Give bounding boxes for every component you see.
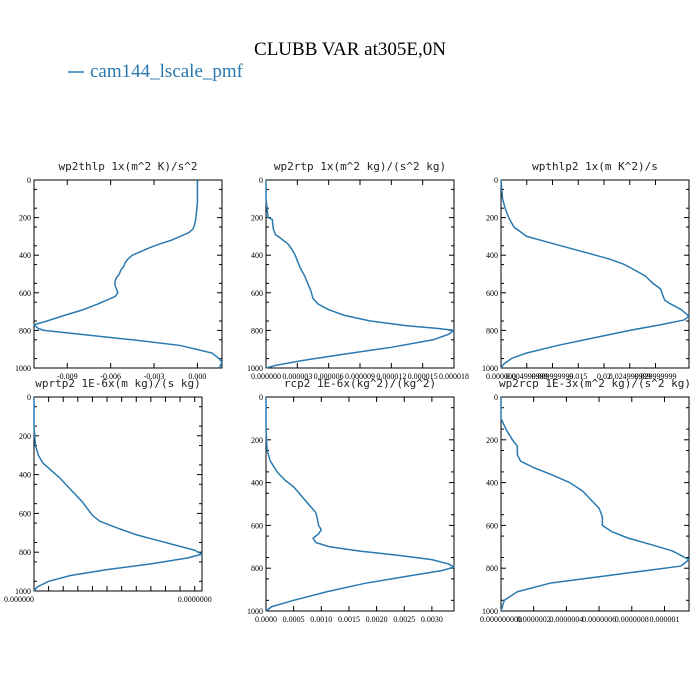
- panel-1-xtick-label: -0.009: [57, 372, 78, 381]
- panel-5-xtick-label: 0.0020: [366, 615, 388, 624]
- panel-3-ytick-label: 800: [486, 326, 498, 335]
- panel-6-xtick-label: 0.0000008: [615, 615, 649, 624]
- panel-2-ytick-label: 1000: [247, 364, 263, 373]
- panel-2-series-line: [265, 180, 455, 369]
- panel-3-ytick-label: 1000: [482, 364, 498, 373]
- panel-4-ytick-label: 0: [27, 393, 31, 402]
- panel-5-xtick-label: 0.0010: [310, 615, 332, 624]
- panel-1-ytick-label: 800: [19, 326, 31, 335]
- panel-1-xtick-label: 0.000: [188, 372, 206, 381]
- panel-2-title: wp2rtp 1x(m^2 kg)/(s^2 kg): [274, 160, 446, 173]
- panel-3-xtick-label: 0.009999999: [532, 372, 574, 381]
- panel-4-title: wprtp2 1E-6x(m kg)/(s kg): [35, 377, 201, 390]
- panel-4-ytick-label: 1000: [15, 587, 31, 596]
- panel-4-series-line: [33, 397, 203, 592]
- panel-3-frame: [500, 179, 690, 369]
- panel-1-frame: [33, 179, 223, 369]
- panel-2-xtick-label: 0.000009: [345, 372, 375, 381]
- panel-3-ytick-label: 400: [486, 251, 498, 260]
- panel-5-ytick-label: 400: [251, 479, 263, 488]
- panel-2-xtick-label: 0.000006: [314, 372, 344, 381]
- panel-5: rcp2 1E-6x(kg^2)/(kg^2) 0 200 400 600 800 1000…: [247, 377, 455, 624]
- panel-3-title: wpthlp2 1x(m K^2)/s: [532, 160, 658, 173]
- panel-2-ytick-label: 600: [251, 289, 263, 298]
- panel-6-ytick-label: 600: [486, 521, 498, 530]
- panel-5-ytick-label: 200: [251, 436, 263, 445]
- panel-6-ytick-label: 1000: [482, 607, 498, 616]
- panel-1-xtick-label: -0.006: [100, 372, 121, 381]
- panel-3-xtick-label: 0.000000: [486, 372, 516, 381]
- figure-title: CLUBB VAR at305E,0N: [254, 39, 446, 60]
- panel-2-xtick-label: 0.000012: [376, 372, 406, 381]
- panel-3-xtick-label: 0.024999999: [609, 372, 651, 381]
- panel-1-series-line: [33, 180, 223, 369]
- panel-3-xtick-label: 0.004999999: [506, 372, 548, 381]
- panel-2-xtick-label: 0.000003: [282, 372, 312, 381]
- panel-2-xtick-label: 0.000000: [251, 372, 281, 381]
- panel-1-ytick-label: 200: [19, 214, 31, 223]
- panel-6-ytick-label: 200: [486, 436, 498, 445]
- panel-5-xtick-label: 0.0000: [255, 615, 277, 624]
- panel-3-ytick-label: 600: [486, 289, 498, 298]
- panel-6-xtick-label: 0.0000006: [582, 615, 616, 624]
- panel-2: wp2rtp 1x(m^2 kg)/(s^2 kg) 0 200 400 600 800 1…: [247, 160, 469, 381]
- panel-5-ytick-label: 1000: [247, 607, 263, 616]
- panel-1: wp2thlp 1x(m^2 K)/s^2 0 200 400 600 800 1000 -0…: [15, 160, 223, 381]
- panel-3-ytick-label: 200: [486, 214, 498, 223]
- panel-1-xtick-label: -0.003: [144, 372, 165, 381]
- panel-6-xtick-label: 0.000001: [649, 615, 679, 624]
- panel-4-xtick-label: 0.000000: [4, 595, 34, 604]
- panel-1-ytick-label: 1000: [15, 364, 31, 373]
- panel-1-ytick-label: 600: [19, 289, 31, 298]
- panel-2-xtick-label: 0.000018: [439, 372, 469, 381]
- panel-6-ytick-label: 400: [486, 479, 498, 488]
- panel-3: wpthlp2 1x(m K^2)/s020040060080010000.00…: [482, 160, 690, 381]
- panel-3-series-line: [500, 179, 690, 369]
- panel-5-xtick-label: 0.0025: [393, 615, 415, 624]
- panel-1-ytick-label: 400: [19, 251, 31, 260]
- panel-6-title: wp2rcp 1E-3x(m^2 kg)/(s^2 kg): [499, 377, 691, 390]
- panel-5-xtick-label: 0.0030: [421, 615, 443, 624]
- panel-6-ytick-label: 800: [486, 564, 498, 573]
- panel-6-series-line: [500, 397, 690, 612]
- panel-2-ytick-label: 800: [251, 326, 263, 335]
- panel-5-ytick-label: 0: [259, 393, 263, 402]
- panel-2-ytick-label: 200: [251, 214, 263, 223]
- panel-2-frame: [265, 179, 455, 369]
- panel-6: wp2rcp 1E-3x(m^2 kg)/(s^2 kg)0 200 400 600 8…: [480, 377, 691, 624]
- panel-4-ytick-label: 600: [19, 509, 31, 518]
- panel-4: wprtp2 1E-6x(m kg)/(s kg) 0 200 400 600 800 10…: [4, 377, 212, 604]
- panel-3-xtick-label: 0.02: [597, 372, 611, 381]
- panel-1-title: wp2thlp 1x(m^2 K)/s^2: [58, 160, 197, 173]
- panel-6-xtick-label: 0.0000004: [549, 615, 583, 624]
- panel-2-ytick-label: 400: [251, 251, 263, 260]
- panel-2-xtick-label: 0.000015: [408, 372, 438, 381]
- panel-4-xtick-label: 0.0000000: [178, 595, 212, 604]
- panel-5-ytick-label: 600: [251, 521, 263, 530]
- panel-4-frame: [33, 396, 203, 592]
- panel-1-ytick-label: 0: [27, 176, 31, 185]
- panel-6-frame: [500, 396, 690, 612]
- panel-6-ytick-label: 0: [494, 393, 498, 402]
- panel-5-ytick-label: 800: [251, 564, 263, 573]
- panel-5-series-line: [265, 397, 455, 612]
- panel-4-ytick-label: 200: [19, 432, 31, 441]
- panel-6-xtick-label: 0.0000002: [517, 615, 551, 624]
- panel-3-ytick-label: 0: [494, 176, 498, 185]
- panels: wp2thlp 1x(m^2 K)/s^2 0 200 400 600 800 1000 -0…: [4, 160, 691, 624]
- panel-3-xtick-label: 0.029999999: [635, 372, 677, 381]
- panel-2-ytick-label: 0: [259, 176, 263, 185]
- legend-label: cam144_lscale_pmf: [90, 61, 244, 82]
- panel-3-xtick-label: 0.015: [569, 372, 587, 381]
- panel-5-title: rcp2 1E-6x(kg^2)/(kg^2): [284, 377, 436, 390]
- panel-5-xtick-label: 0.0015: [338, 615, 360, 624]
- panel-6-xtick-label: 0.000000000: [480, 615, 522, 624]
- panel-4-ytick-label: 800: [19, 548, 31, 557]
- panel-5-frame: [265, 396, 455, 612]
- panel-4-ytick-label: 400: [19, 471, 31, 480]
- panel-5-xtick-label: 0.0005: [283, 615, 305, 624]
